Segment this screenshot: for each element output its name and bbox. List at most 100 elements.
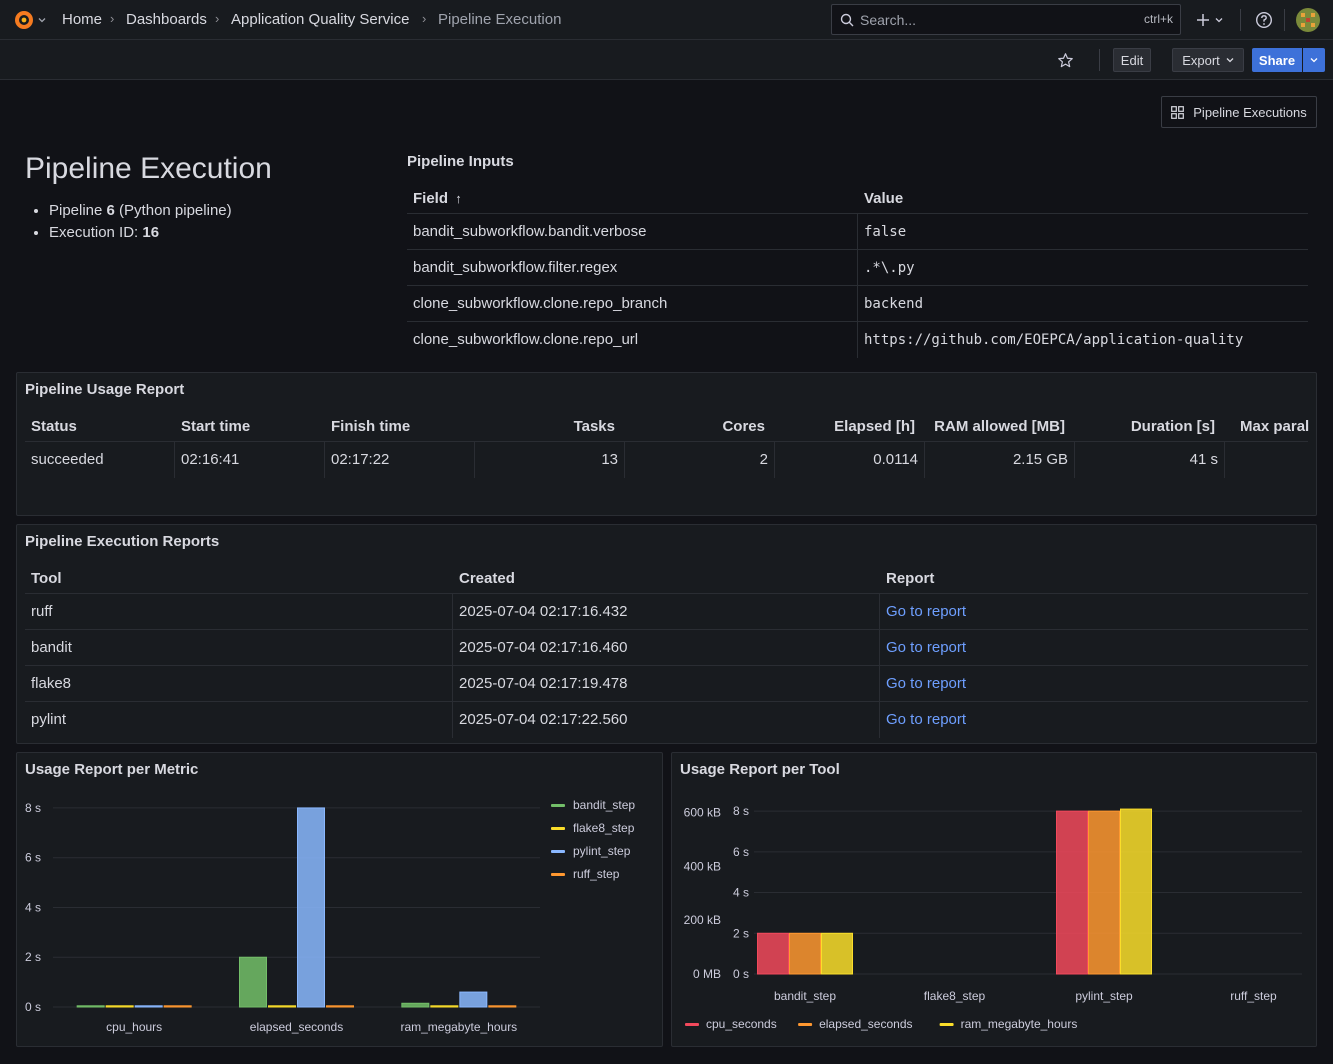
user-avatar[interactable] bbox=[1296, 8, 1320, 32]
table-divider bbox=[25, 701, 1308, 702]
report-created: 2025-07-04 02:17:19.478 bbox=[459, 675, 628, 692]
y-tick-label-left: 600 kB bbox=[684, 806, 721, 820]
legend-label: bandit_step bbox=[573, 798, 635, 812]
column-divider bbox=[452, 594, 453, 738]
bar bbox=[430, 1005, 459, 1008]
input-field: clone_subworkflow.clone.repo_branch bbox=[413, 295, 668, 312]
breadcrumb-current: Pipeline Execution bbox=[438, 11, 562, 28]
input-value: backend bbox=[864, 296, 924, 312]
y-tick-label-right: 0 s bbox=[733, 967, 749, 981]
column-divider bbox=[924, 442, 925, 478]
inputs-header-value[interactable]: Value bbox=[864, 190, 904, 207]
usage-header-start-time[interactable]: Start time bbox=[181, 418, 251, 435]
legend-swatch bbox=[798, 1023, 813, 1026]
usage-header-ram[interactable]: RAM allowed [MB] bbox=[934, 418, 1065, 435]
legend-label: elapsed_seconds bbox=[819, 1017, 912, 1031]
page-title: Pipeline Execution bbox=[25, 152, 272, 185]
breadcrumb-dashboards[interactable]: Dashboards bbox=[126, 11, 207, 28]
usage-header-cores[interactable]: Cores bbox=[722, 418, 765, 435]
report-tool: pylint bbox=[31, 711, 67, 728]
usage-tasks: 13 bbox=[601, 451, 618, 468]
pipeline-id: 6 bbox=[106, 202, 115, 219]
breadcrumb-separator-icon: › bbox=[110, 11, 115, 26]
breadcrumb-folder[interactable]: Application Quality Service bbox=[231, 11, 410, 28]
bar bbox=[76, 1005, 105, 1008]
legend-label: cpu_seconds bbox=[706, 1017, 777, 1031]
inputs-header-field-label: Field bbox=[413, 190, 449, 207]
usage-header-elapsed[interactable]: Elapsed [h] bbox=[834, 418, 915, 435]
y-tick-label-right: 6 s bbox=[733, 845, 749, 859]
usage-per-tool-chart: 0 s 2 s 4 s 6 s 8 s 0 MB 200 kB 400 kB 600 kB ban… bbox=[684, 804, 1302, 1031]
usage-per-metric-panel bbox=[16, 752, 663, 1047]
usage-header-max-parallel[interactable]: Max paral bbox=[1240, 418, 1310, 435]
usage-duration: 41 s bbox=[1189, 451, 1218, 468]
legend-swatch bbox=[551, 873, 565, 876]
help-icon[interactable] bbox=[1255, 11, 1273, 29]
chevron-down-icon[interactable] bbox=[38, 16, 46, 24]
add-icon[interactable] bbox=[1196, 13, 1210, 27]
y-tick-label: 4 s bbox=[25, 900, 41, 914]
share-button[interactable]: Share bbox=[1252, 48, 1302, 72]
star-icon[interactable] bbox=[1057, 52, 1074, 69]
edit-button[interactable]: Edit bbox=[1113, 48, 1151, 72]
pipeline-executions-button[interactable]: Pipeline Executions bbox=[1161, 96, 1317, 128]
reports-header-report[interactable]: Report bbox=[886, 570, 935, 587]
report-tool: flake8 bbox=[31, 675, 72, 692]
bar bbox=[789, 932, 821, 975]
go-to-report-link[interactable]: Go to report bbox=[886, 711, 967, 728]
column-divider bbox=[174, 442, 175, 478]
legend-label: flake8_step bbox=[573, 821, 635, 835]
usage-header-status[interactable]: Status bbox=[31, 418, 77, 435]
share-options-button[interactable] bbox=[1303, 48, 1325, 72]
column-divider bbox=[324, 442, 325, 478]
dashboard-toolbar: Edit Export Share bbox=[0, 40, 1333, 80]
usage-start-time: 02:16:41 bbox=[181, 451, 240, 468]
legend-swatch bbox=[551, 827, 565, 830]
inputs-header-field[interactable]: Field ↑ bbox=[413, 190, 462, 207]
search-box[interactable]: ctrl+k bbox=[831, 4, 1181, 35]
usage-header-tasks[interactable]: Tasks bbox=[573, 418, 615, 435]
legend-swatch bbox=[551, 804, 565, 807]
chevron-down-icon[interactable] bbox=[1215, 16, 1223, 24]
legend-label: ruff_step bbox=[573, 867, 620, 881]
usage-elapsed: 0.0114 bbox=[873, 451, 918, 468]
breadcrumb-home[interactable]: Home bbox=[62, 11, 103, 28]
divider bbox=[1240, 9, 1241, 31]
search-shortcut: ctrl+k bbox=[1143, 12, 1173, 26]
y-tick-label-right: 4 s bbox=[733, 886, 749, 900]
legend-swatch bbox=[551, 850, 565, 853]
bar bbox=[163, 1005, 192, 1008]
usage-header-finish-time[interactable]: Finish time bbox=[331, 418, 411, 435]
y-tick-label: 6 s bbox=[25, 851, 41, 865]
pipeline-reports-title: Pipeline Execution Reports bbox=[25, 533, 220, 550]
usage-header-duration[interactable]: Duration [s] bbox=[1130, 418, 1215, 435]
usage-finish-time: 02:17:22 bbox=[331, 451, 390, 468]
reports-header-created[interactable]: Created bbox=[459, 570, 515, 587]
go-to-report-link[interactable]: Go to report bbox=[886, 675, 967, 692]
search-input[interactable] bbox=[860, 10, 1120, 30]
bar bbox=[757, 932, 789, 975]
bar bbox=[821, 932, 853, 975]
x-tick-label: bandit_step bbox=[774, 989, 836, 1003]
legend-label: ram_megabyte_hours bbox=[961, 1017, 1078, 1031]
export-button[interactable]: Export bbox=[1172, 48, 1244, 72]
pipeline-inputs-title: Pipeline Inputs bbox=[407, 153, 514, 170]
x-tick-label: flake8_step bbox=[924, 989, 986, 1003]
go-to-report-link[interactable]: Go to report bbox=[886, 603, 967, 620]
report-created: 2025-07-04 02:17:16.460 bbox=[459, 639, 628, 656]
grafana-logo-icon[interactable] bbox=[12, 8, 36, 32]
x-tick-label: elapsed_seconds bbox=[250, 1020, 343, 1034]
search-icon bbox=[840, 13, 854, 27]
table-divider bbox=[407, 249, 1308, 250]
go-to-report-link[interactable]: Go to report bbox=[886, 639, 967, 656]
divider bbox=[1099, 49, 1100, 71]
y-tick-label-right: 8 s bbox=[733, 804, 749, 818]
reports-header-tool[interactable]: Tool bbox=[31, 570, 62, 587]
bar bbox=[1088, 810, 1120, 975]
pipeline-reports-panel bbox=[16, 524, 1317, 744]
bar bbox=[401, 1002, 430, 1008]
export-button-label: Export bbox=[1182, 52, 1220, 68]
column-divider bbox=[879, 594, 880, 738]
pipeline-name: (Python pipeline) bbox=[114, 202, 232, 219]
usage-per-tool-title: Usage Report per Tool bbox=[680, 761, 840, 778]
